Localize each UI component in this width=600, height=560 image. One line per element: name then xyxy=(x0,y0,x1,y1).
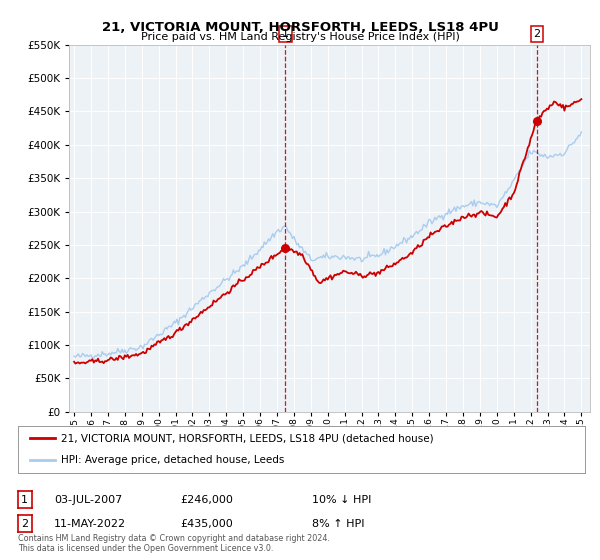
Text: 10% ↓ HPI: 10% ↓ HPI xyxy=(312,494,371,505)
Text: 1: 1 xyxy=(282,29,289,39)
Text: 8% ↑ HPI: 8% ↑ HPI xyxy=(312,519,365,529)
Text: Contains HM Land Registry data © Crown copyright and database right 2024.: Contains HM Land Registry data © Crown c… xyxy=(18,534,330,543)
Text: 21, VICTORIA MOUNT, HORSFORTH, LEEDS, LS18 4PU: 21, VICTORIA MOUNT, HORSFORTH, LEEDS, LS… xyxy=(101,21,499,34)
Text: £435,000: £435,000 xyxy=(180,519,233,529)
Text: 2: 2 xyxy=(21,519,28,529)
Text: £246,000: £246,000 xyxy=(180,494,233,505)
Text: 03-JUL-2007: 03-JUL-2007 xyxy=(54,494,122,505)
Text: 1: 1 xyxy=(21,494,28,505)
Text: 11-MAY-2022: 11-MAY-2022 xyxy=(54,519,126,529)
Text: HPI: Average price, detached house, Leeds: HPI: Average price, detached house, Leed… xyxy=(61,455,284,465)
Text: Price paid vs. HM Land Registry's House Price Index (HPI): Price paid vs. HM Land Registry's House … xyxy=(140,32,460,43)
Text: This data is licensed under the Open Government Licence v3.0.: This data is licensed under the Open Gov… xyxy=(18,544,274,553)
Text: 21, VICTORIA MOUNT, HORSFORTH, LEEDS, LS18 4PU (detached house): 21, VICTORIA MOUNT, HORSFORTH, LEEDS, LS… xyxy=(61,433,433,444)
Text: 2: 2 xyxy=(533,29,541,39)
